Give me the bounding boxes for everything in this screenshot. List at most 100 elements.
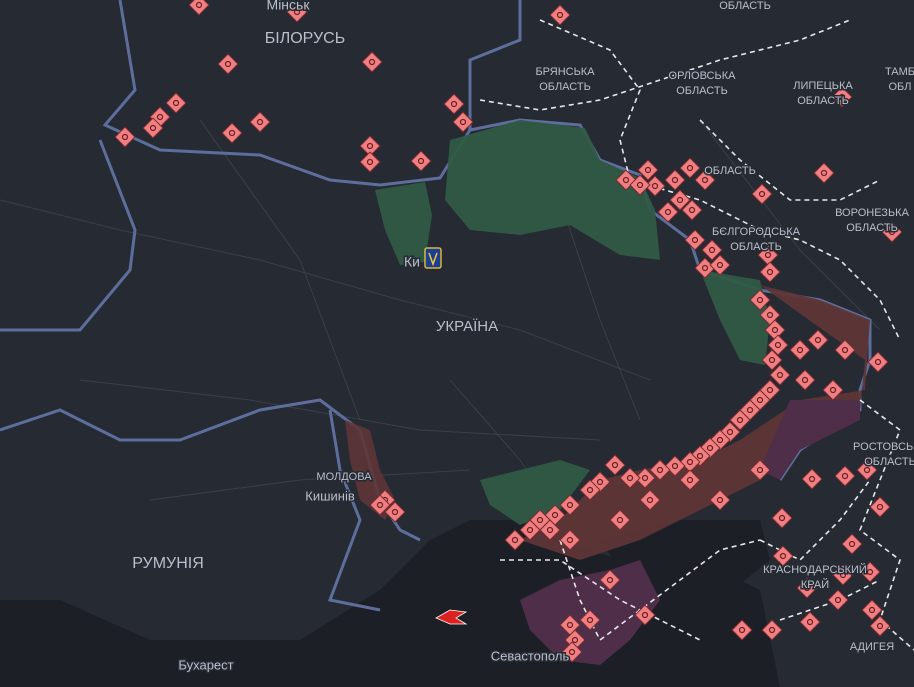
event-marker-icon	[586, 616, 594, 624]
event-marker	[679, 157, 701, 179]
event-marker-icon	[156, 113, 164, 121]
event-marker	[834, 339, 856, 361]
event-marker	[832, 564, 854, 586]
event-marker	[384, 501, 406, 523]
event-marker	[664, 169, 686, 191]
event-marker	[452, 111, 474, 133]
place-label: ОБЛАСТЬ	[539, 81, 591, 93]
event-marker	[142, 117, 164, 139]
event-marker-icon	[459, 118, 467, 126]
event-marker-icon	[746, 406, 754, 414]
event-marker-icon	[874, 358, 882, 366]
place-label: Севастополь	[491, 648, 570, 663]
place-label: АДИГЕЯ	[850, 641, 894, 653]
event-marker-icon	[848, 540, 856, 548]
event-marker	[799, 611, 821, 633]
event-marker-icon	[868, 606, 876, 614]
event-marker-icon	[664, 208, 672, 216]
event-marker-icon	[536, 516, 544, 524]
event-marker	[694, 169, 716, 191]
event-marker-icon	[368, 58, 376, 66]
event-marker-icon	[644, 166, 652, 174]
event-marker-icon	[606, 576, 614, 584]
event-marker-icon	[566, 536, 574, 544]
event-marker-icon	[738, 626, 746, 634]
place-label: Мінськ	[267, 0, 311, 13]
event-marker-icon	[766, 311, 774, 319]
place-label: ТАМБ	[885, 66, 914, 78]
event-marker	[769, 364, 791, 386]
event-marker	[881, 221, 903, 243]
event-marker-icon	[511, 536, 519, 544]
event-marker	[221, 122, 243, 144]
event-marker	[217, 53, 239, 75]
place-label: МОЛДОВА	[316, 471, 372, 483]
event-marker-icon	[671, 176, 679, 184]
event-marker	[639, 489, 661, 511]
event-marker	[772, 545, 794, 567]
event-marker-icon	[586, 486, 594, 494]
event-marker-icon	[671, 462, 679, 470]
liberated-areas	[375, 120, 770, 525]
event-marker-icon	[803, 584, 811, 592]
place-label: ОРЛОВСЬКА	[669, 70, 737, 82]
event-marker	[831, 86, 853, 108]
event-marker	[841, 533, 863, 555]
event-marker-icon	[779, 552, 787, 560]
event-marker	[764, 319, 786, 341]
event-marker-icon	[768, 356, 776, 364]
event-marker	[749, 289, 771, 311]
event-marker-icon	[701, 176, 709, 184]
event-marker	[669, 189, 691, 211]
event-marker-icon	[686, 164, 694, 172]
event-marker	[657, 201, 679, 223]
event-marker	[751, 183, 773, 205]
event-marker	[684, 229, 706, 251]
event-marker-icon	[716, 496, 724, 504]
event-marker	[681, 199, 703, 221]
event-marker	[827, 589, 849, 611]
event-marker	[634, 467, 656, 489]
event-marker-icon	[756, 396, 764, 404]
event-marker	[861, 599, 883, 621]
event-marker	[767, 334, 789, 356]
event-marker	[679, 451, 701, 473]
event-marker	[709, 489, 731, 511]
event-marker	[519, 519, 541, 541]
event-marker-icon	[622, 176, 630, 184]
event-marker	[188, 0, 210, 16]
event-marker-icon	[808, 475, 816, 483]
event-marker-icon	[701, 264, 709, 272]
place-label: ОБЛ	[889, 81, 912, 93]
event-marker-icon	[149, 124, 157, 132]
event-marker	[729, 409, 751, 431]
event-marker-icon	[256, 118, 264, 126]
place-label: РУМУНІЯ	[132, 555, 204, 572]
event-marker	[637, 159, 659, 181]
event-marker-icon	[526, 526, 534, 534]
place-label: ЛИПЕЦЬКА	[793, 80, 853, 92]
place-label: ОБЛАСТЬ	[864, 456, 914, 468]
event-marker-icon	[696, 452, 704, 460]
event-marker	[749, 459, 771, 481]
kyiv-icon	[424, 247, 442, 269]
place-label: ОБЛАСТЬ	[730, 241, 782, 253]
event-marker-icon	[376, 501, 384, 509]
event-marker-icon	[688, 206, 696, 214]
event-marker-icon	[756, 296, 764, 304]
event-marker-icon	[366, 142, 374, 150]
event-marker-icon	[556, 11, 564, 19]
event-marker-icon	[636, 181, 644, 189]
railways	[479, 19, 914, 651]
event-marker-icon	[646, 496, 654, 504]
event-marker-icon	[676, 196, 684, 204]
event-marker	[856, 459, 878, 481]
event-marker-icon	[716, 261, 724, 269]
event-marker-icon	[758, 190, 766, 198]
event-marker	[709, 254, 731, 276]
event-marker	[559, 494, 581, 516]
event-marker-icon	[839, 571, 847, 579]
event-marker-icon	[121, 133, 129, 141]
event-marker	[759, 261, 781, 283]
